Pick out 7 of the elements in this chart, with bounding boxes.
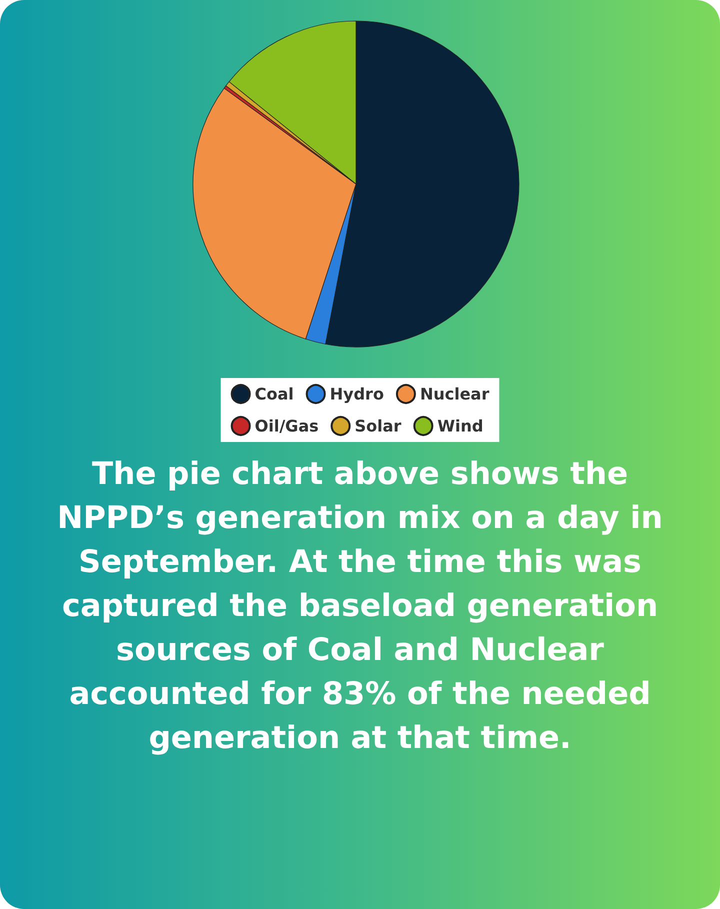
legend-label: Coal (254, 384, 294, 404)
legend-label: Wind (437, 416, 484, 436)
text: The pie chart above shows the NPPD’s generation mix on a day in September. At the time this was captured the baseload generation sources of Coal and Nuclear accounted for 83% of the needed generation at that time. (56, 455, 664, 758)
legend-label: Solar (354, 416, 402, 436)
legend-label: Hydro (330, 384, 384, 404)
legend-label: Nuclear (420, 384, 490, 404)
legend-label: Oil/Gas (254, 416, 319, 436)
